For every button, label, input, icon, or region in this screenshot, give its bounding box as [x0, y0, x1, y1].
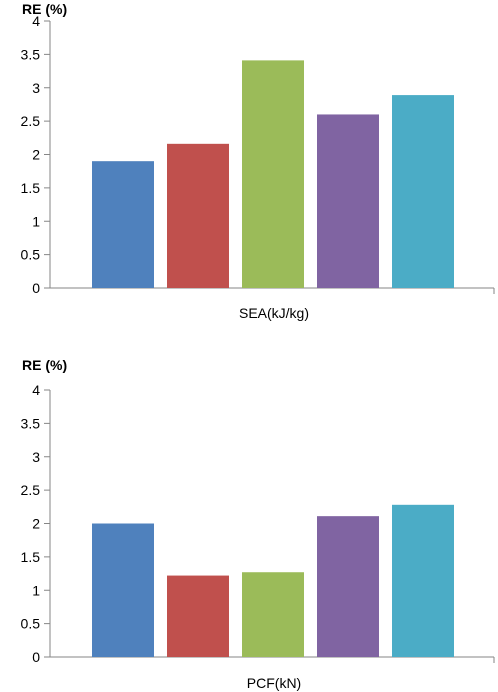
chart-1-xlabel: PCF(kN): [247, 675, 301, 691]
chart-0-ytick-label: 3: [32, 80, 40, 96]
sea-chart: RE (%) SEA(kJ/kg) 0 0.5 1 1.5 2 2.5 3 3.5 4: [21, 1, 495, 321]
chart-1-bar-4: [317, 516, 379, 657]
chart-0-ytick-label: 2: [32, 147, 40, 163]
chart-1-ytick-label: 3: [32, 449, 40, 465]
chart-1-bar-1: [92, 523, 154, 657]
chart-0-ytick-label: 0.5: [21, 247, 41, 263]
chart-0-xlabel: SEA(kJ/kg): [239, 305, 309, 321]
chart-0-bar-3: [242, 60, 304, 288]
chart-0-ytick-label: 1.5: [21, 180, 41, 196]
chart-1-ytick-label: 0.5: [21, 616, 41, 632]
pcf-chart: RE (%) PCF(kN) 0 0.5 1 1.5 2 2.5 3 3.5 4: [21, 357, 495, 691]
chart-1-ylabel: RE (%): [22, 357, 67, 373]
chart-0-bar-4: [317, 114, 379, 288]
chart-1-ytick-label: 1: [32, 582, 40, 598]
chart-0-bar-2: [167, 143, 229, 288]
chart-1-ytick-label: 3.5: [21, 415, 41, 431]
chart-0-ytick-label: 1: [32, 213, 40, 229]
chart-0-ylabel: RE (%): [22, 1, 67, 17]
chart-1-bar-3: [242, 572, 304, 657]
chart-0-ytick-label: 4: [32, 13, 40, 29]
chart-1-ytick-label: 2.5: [21, 482, 41, 498]
chart-1-bar-2: [167, 575, 229, 657]
chart-0-ytick-label: 3.5: [21, 46, 41, 62]
chart-1-ytick-label: 1.5: [21, 549, 41, 565]
chart-1-ytick-label: 4: [32, 382, 40, 398]
chart-0-ytick-label: 0: [32, 280, 40, 296]
chart-0-bar-5: [392, 95, 454, 288]
chart-0-ytick-label: 2.5: [21, 113, 41, 129]
chart-0-bar-1: [92, 161, 154, 288]
chart-1-ytick-label: 2: [32, 516, 40, 532]
chart-1-bar-5: [392, 504, 454, 657]
chart-1-ytick-label: 0: [32, 649, 40, 665]
